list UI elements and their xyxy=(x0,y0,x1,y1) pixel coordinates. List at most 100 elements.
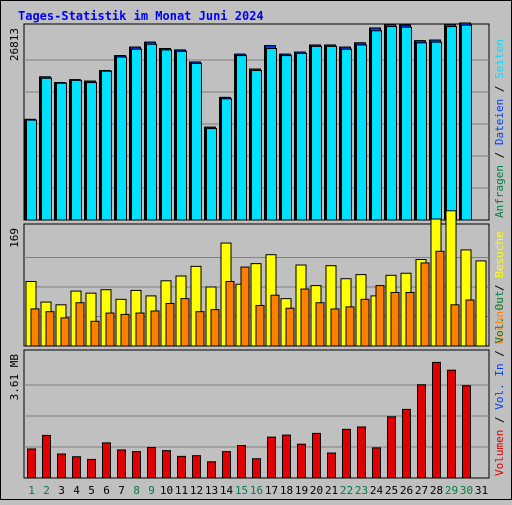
bar-seiten xyxy=(251,69,262,221)
bar-volumen xyxy=(102,442,111,479)
bar-rechner xyxy=(360,298,370,347)
bar-seiten xyxy=(131,48,142,221)
day-tick-label: 5 xyxy=(88,484,95,497)
bar-seiten xyxy=(341,48,352,221)
day-tick-label: 19 xyxy=(295,484,308,497)
panel-legend: Anfragen / Dateien / Seiten xyxy=(493,39,506,218)
y-axis-label: 26813 xyxy=(8,28,21,61)
panel-legend: Volumen / Vol. In / Vol. Out xyxy=(493,291,506,476)
bar-rechner xyxy=(345,306,355,347)
legend-entry: Rechner xyxy=(493,297,506,344)
bar-volumen xyxy=(357,426,366,479)
bar-volumen xyxy=(387,416,396,479)
bar-seiten xyxy=(416,42,427,221)
bar-seiten xyxy=(281,55,292,221)
bar-rechner xyxy=(90,320,100,347)
day-tick-label: 22 xyxy=(340,484,353,497)
bar-seiten xyxy=(401,26,412,221)
bar-rechner xyxy=(30,308,40,347)
bar-seiten xyxy=(386,26,397,221)
day-axis: 1 2 3 4 5 6 7 8 9 10 11 12 13 14 15 16 17 18 19 20 21 22 23 24 2… xyxy=(28,484,488,497)
bar-rechner xyxy=(60,317,70,347)
bar-seiten xyxy=(266,48,277,221)
day-tick-label: 10 xyxy=(160,484,173,497)
bar-volumen xyxy=(27,448,36,479)
bar-seiten xyxy=(296,52,307,221)
bar-volumen xyxy=(72,456,81,479)
legend-entry: Dateien xyxy=(493,99,506,145)
bar-volumen xyxy=(42,434,51,479)
bar-seiten xyxy=(41,77,52,221)
bar-besuche xyxy=(475,260,487,347)
legend-entry: Vol. In xyxy=(493,363,506,409)
bar-volumen xyxy=(417,384,426,479)
bar-seiten xyxy=(446,26,457,221)
bar-volumen xyxy=(252,458,261,479)
day-tick-label: 30 xyxy=(460,484,473,497)
bar-rechner xyxy=(180,298,190,347)
day-tick-label: 27 xyxy=(415,484,428,497)
panel-frame xyxy=(23,349,490,479)
bar-volumen xyxy=(462,385,471,479)
legend-entry: Seiten xyxy=(493,39,506,79)
bar-seiten xyxy=(221,98,232,221)
bar-volumen xyxy=(342,428,351,479)
day-tick-label: 28 xyxy=(430,484,443,497)
bar-seiten xyxy=(206,128,217,221)
day-tick-label: 6 xyxy=(103,484,110,497)
legend-separator: / xyxy=(493,410,506,430)
day-tick-label: 23 xyxy=(355,484,368,497)
bar-rechner xyxy=(150,310,160,347)
bar-seiten xyxy=(326,45,337,221)
bar-seiten xyxy=(461,24,472,221)
bar-seiten xyxy=(311,45,322,221)
bar-volumen xyxy=(162,450,171,479)
bar-rechner xyxy=(120,313,130,347)
day-tick-label: 8 xyxy=(133,484,140,497)
bar-rechner xyxy=(465,299,475,347)
bar-rechner xyxy=(420,262,430,347)
day-tick-label: 20 xyxy=(310,484,323,497)
day-tick-label: 21 xyxy=(325,484,338,497)
day-tick-label: 2 xyxy=(43,484,50,497)
day-tick-label: 7 xyxy=(118,484,125,497)
bar-seiten xyxy=(161,49,172,221)
bar-rechner xyxy=(390,291,400,347)
bar-volumen xyxy=(192,455,201,479)
day-tick-label: 18 xyxy=(280,484,293,497)
bar-volumen xyxy=(207,461,216,479)
bar-seiten xyxy=(191,62,202,221)
day-tick-label: 24 xyxy=(370,484,384,497)
day-tick-label: 13 xyxy=(205,484,218,497)
day-tick-label: 26 xyxy=(400,484,413,497)
bar-seiten xyxy=(56,82,67,221)
y-axis-label: 3.61 MB xyxy=(8,354,21,401)
panel-1: 26813 Anfragen / Dateien / Seiten xyxy=(8,22,506,221)
bar-volumen xyxy=(312,432,321,479)
bar-rechner xyxy=(270,294,280,347)
bar-volumen xyxy=(147,447,156,479)
day-tick-label: 3 xyxy=(58,484,65,497)
bar-volumen xyxy=(57,453,66,479)
bar-rechner xyxy=(165,302,175,347)
bar-volumen xyxy=(87,458,96,479)
legend-entry: Besuche xyxy=(493,231,506,277)
bar-rechner xyxy=(210,309,220,347)
day-tick-label: 15 xyxy=(235,484,248,497)
bar-seiten xyxy=(356,44,367,221)
bar-rechner xyxy=(225,280,235,347)
legend-separator: / xyxy=(493,344,506,364)
bar-volumen xyxy=(237,445,246,479)
chart-panels: 26813 Anfragen / Dateien / Seiten 169 Rechn… xyxy=(8,22,506,479)
day-tick-label: 14 xyxy=(220,484,234,497)
bar-rechner xyxy=(240,266,250,347)
bar-rechner xyxy=(315,302,325,347)
panel-legend: Rechner / Besuche xyxy=(493,231,506,344)
bar-seiten xyxy=(371,30,382,221)
bar-seiten xyxy=(101,70,112,221)
bar-volumen xyxy=(432,361,441,479)
bar-rechner xyxy=(75,302,85,347)
day-tick-label: 4 xyxy=(73,484,80,497)
